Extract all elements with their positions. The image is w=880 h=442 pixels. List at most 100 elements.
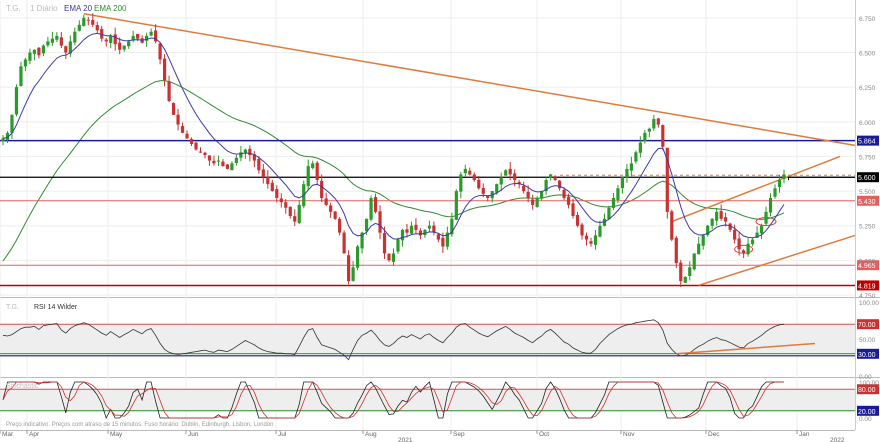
footer-note: Preço indicativo. Preços com atraso de 1… xyxy=(6,422,273,428)
candle-body xyxy=(495,184,499,193)
price-tick-label: 6.750 xyxy=(859,16,876,23)
candle-body xyxy=(293,216,297,222)
candle-body xyxy=(167,81,171,101)
candle-body xyxy=(207,155,212,161)
grid xyxy=(0,0,855,430)
candle-body xyxy=(113,34,117,45)
price-tick-label: 4.750 xyxy=(859,293,876,300)
candle-body xyxy=(423,229,427,236)
candle-body xyxy=(409,225,414,234)
candle-body xyxy=(504,170,508,176)
candle-body xyxy=(562,189,566,198)
candle-body xyxy=(477,179,481,189)
candle-body xyxy=(347,255,351,282)
candle-body xyxy=(59,37,63,46)
candle-body xyxy=(647,128,651,132)
candle-body xyxy=(342,232,346,254)
candle-body xyxy=(100,28,104,39)
channel-lower-line xyxy=(698,234,856,287)
candle-body xyxy=(360,232,364,249)
stochastic-level-label: 80.00 xyxy=(858,387,876,394)
candle-body xyxy=(333,211,337,219)
candle-body xyxy=(486,195,490,198)
candle-body xyxy=(86,19,90,21)
candle-body xyxy=(513,173,517,180)
candle-body xyxy=(750,239,755,245)
candle-body xyxy=(755,232,759,238)
candle-body xyxy=(405,229,409,233)
candle-body xyxy=(185,133,189,139)
price-tick-label: 6.250 xyxy=(859,85,876,92)
level-label-4.819: 4.819 xyxy=(858,283,876,290)
candle-body xyxy=(571,203,575,217)
channel-upper-line xyxy=(671,155,841,223)
price-tick-label: 5.250 xyxy=(859,224,876,231)
rsi-trendline xyxy=(676,342,816,355)
candle-body xyxy=(154,30,158,42)
candle-body xyxy=(540,191,544,199)
stochastic-title: Stochastic xyxy=(6,383,39,390)
candle-body xyxy=(427,225,432,229)
rsi-level-tag xyxy=(857,319,879,330)
candle-body xyxy=(391,253,396,262)
candle-body xyxy=(468,170,472,175)
price-tick-label: 6.000 xyxy=(859,120,876,127)
candle-body xyxy=(338,218,342,233)
candle-body xyxy=(104,39,108,42)
legend-ema-20: EMA 20 xyxy=(64,4,93,13)
candle-body xyxy=(414,224,418,230)
month-label: Oct xyxy=(539,431,549,438)
candle-body xyxy=(472,174,476,180)
candle-body xyxy=(629,163,633,171)
candle-body xyxy=(454,191,458,220)
candle-body xyxy=(50,38,54,43)
rsi-level-tag xyxy=(857,348,879,359)
candle-body xyxy=(5,132,10,141)
month-label: Nov xyxy=(623,431,635,438)
rsi-tick-label: 0.00 xyxy=(859,374,872,381)
candle-body xyxy=(557,180,562,189)
candle-body xyxy=(68,41,72,54)
candle-body xyxy=(257,158,261,171)
year-label: 2021 xyxy=(398,437,413,442)
candle-body xyxy=(198,151,203,153)
ema-200-line xyxy=(2,80,785,262)
candle-body xyxy=(746,243,750,255)
candle-body xyxy=(706,225,710,235)
axes: 6.750 6.500 6.250 6.000 5.750 5.500 5.250 5.000… xyxy=(0,16,879,442)
candle-body xyxy=(566,196,571,205)
candle-body xyxy=(28,52,32,61)
candle-body xyxy=(652,119,656,129)
candle-body xyxy=(1,138,5,142)
candle-body xyxy=(288,206,292,217)
ema-20-line xyxy=(2,32,785,240)
candle-body xyxy=(697,243,701,255)
candle-body xyxy=(364,218,369,232)
candle-body xyxy=(553,176,557,180)
candle-body xyxy=(203,152,207,156)
candle-body xyxy=(759,225,764,234)
candle-body xyxy=(320,180,324,198)
candle-body xyxy=(118,42,122,50)
candle-body xyxy=(279,198,283,203)
level-tag-5.430 xyxy=(857,195,879,206)
candle-body xyxy=(37,47,41,56)
horizontal-levels: 5.864 5.600 5.430 4.965 4.819 xyxy=(0,135,879,291)
ema-200-line xyxy=(2,80,785,262)
candle-body xyxy=(777,179,782,188)
candle-body xyxy=(145,35,149,41)
candle-body xyxy=(297,204,301,223)
candle-body xyxy=(311,163,315,169)
interval-label: 1 Diário xyxy=(30,4,58,13)
stochastic-level-label: 20.00 xyxy=(858,409,876,416)
candle-body xyxy=(625,168,629,178)
candle-body xyxy=(679,262,683,282)
price-tick-label: 5.000 xyxy=(859,258,876,265)
candle-body xyxy=(656,118,660,125)
candle-body xyxy=(773,188,777,197)
candle-body xyxy=(782,174,786,179)
level-tag-4.819 xyxy=(857,280,879,291)
candle-body xyxy=(665,147,669,212)
candle-body xyxy=(692,253,696,270)
